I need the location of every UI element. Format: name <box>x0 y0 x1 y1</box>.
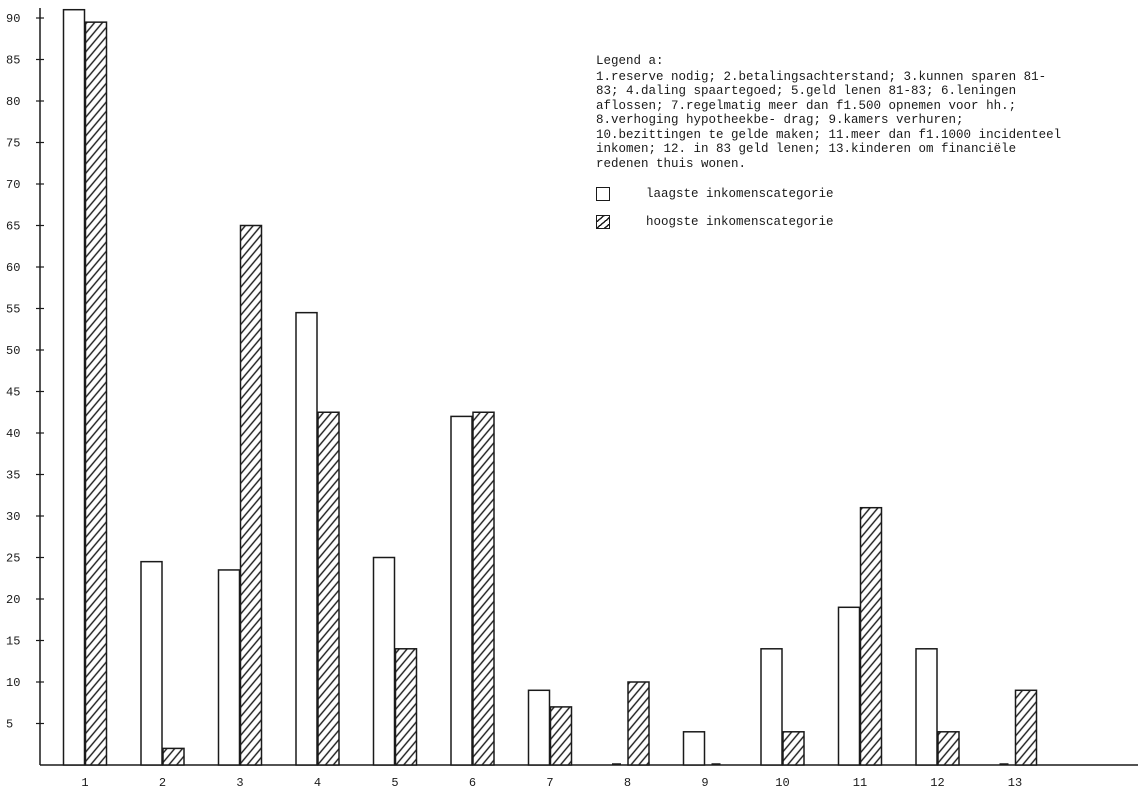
x-tick-label: 8 <box>624 776 631 788</box>
y-tick-label: 90 <box>6 12 20 26</box>
bar-laagste-2 <box>140 560 163 766</box>
bars <box>62 8 1038 766</box>
bar-laagste-11 <box>837 606 861 766</box>
legend-item-laagste: laagste inkomenscategorie <box>596 185 1066 203</box>
x-tick-label: 10 <box>775 776 789 788</box>
bar-laagste-3 <box>217 569 241 766</box>
bar-hoogste-13 <box>1014 689 1038 766</box>
y-tick-label: 10 <box>6 676 20 690</box>
y-axis: 5 10 15 20 25 30 35 40 45 50 55 60 65 70 75 80 85 90 <box>6 8 44 765</box>
bar-hoogste-2 <box>162 747 185 766</box>
y-tick-label: 45 <box>6 386 20 400</box>
x-tick-label: 3 <box>236 776 243 788</box>
y-tick-label: 35 <box>6 469 20 483</box>
x-tick-label: 11 <box>853 776 867 788</box>
y-tick-label: 15 <box>6 635 20 649</box>
y-tick-label: 85 <box>6 54 20 68</box>
legend-label-laagste: laagste inkomenscategorie <box>646 186 834 201</box>
x-axis: 1 2 3 4 5 6 7 8 9 10 11 12 13 <box>40 764 1138 788</box>
bar-hoogste-4 <box>317 411 340 766</box>
y-tick-label: 75 <box>6 137 20 151</box>
x-tick-label: 6 <box>469 776 476 788</box>
x-tick-label: 13 <box>1008 776 1022 788</box>
y-tick-label: 20 <box>6 593 20 607</box>
x-tick-label: 12 <box>930 776 944 788</box>
x-tick-label: 2 <box>159 776 166 788</box>
open-square-icon <box>596 187 610 201</box>
y-tick-label: 30 <box>6 510 20 524</box>
x-tick-label: 9 <box>701 776 708 788</box>
x-tick-label: 5 <box>391 776 398 788</box>
legend: Legend a: 1.reserve nodig; 2.betalingsac… <box>596 54 1066 231</box>
y-tick-label: 80 <box>6 95 20 109</box>
bar-laagste-7 <box>527 689 551 766</box>
y-tick-label: 5 <box>6 718 13 732</box>
bar-hoogste-7 <box>549 706 573 766</box>
y-tick-label: 40 <box>6 427 20 441</box>
y-tick-label: 60 <box>6 261 20 275</box>
legend-item-hoogste: hoogste inkomenscategorie <box>596 213 1066 231</box>
bar-laagste-9 <box>682 731 706 766</box>
bar-hoogste-5 <box>394 648 418 766</box>
bar-laagste-5 <box>372 556 396 766</box>
legend-description: 1.reserve nodig; 2.betalingsachterstand;… <box>596 69 1062 171</box>
hatched-square-icon <box>596 215 610 229</box>
y-tick-label: 55 <box>6 303 20 317</box>
bar-hoogste-10 <box>782 731 805 766</box>
y-tick-label: 70 <box>6 178 20 192</box>
bar-hoogste-1 <box>84 21 108 766</box>
y-tick-label: 65 <box>6 220 20 234</box>
legend-label-hoogste: hoogste inkomenscategorie <box>646 214 834 229</box>
bar-laagste-10 <box>760 648 783 766</box>
x-tick-label: 1 <box>81 776 88 788</box>
y-tick-label: 50 <box>6 344 20 358</box>
bar-laagste-4 <box>295 311 318 766</box>
bar-hoogste-6 <box>472 411 495 766</box>
bar-laagste-1 <box>62 8 86 766</box>
bar-hoogste-11 <box>859 506 883 766</box>
x-tick-label: 7 <box>546 776 553 788</box>
y-tick-label: 25 <box>6 552 20 566</box>
bar-hoogste-3 <box>239 224 263 766</box>
bar-hoogste-12 <box>937 731 960 766</box>
bar-laagste-12 <box>915 648 938 766</box>
x-tick-label: 4 <box>314 776 321 788</box>
bar-laagste-6 <box>450 415 473 766</box>
bar-hoogste-8 <box>627 681 650 766</box>
legend-title: Legend a: <box>596 54 664 68</box>
